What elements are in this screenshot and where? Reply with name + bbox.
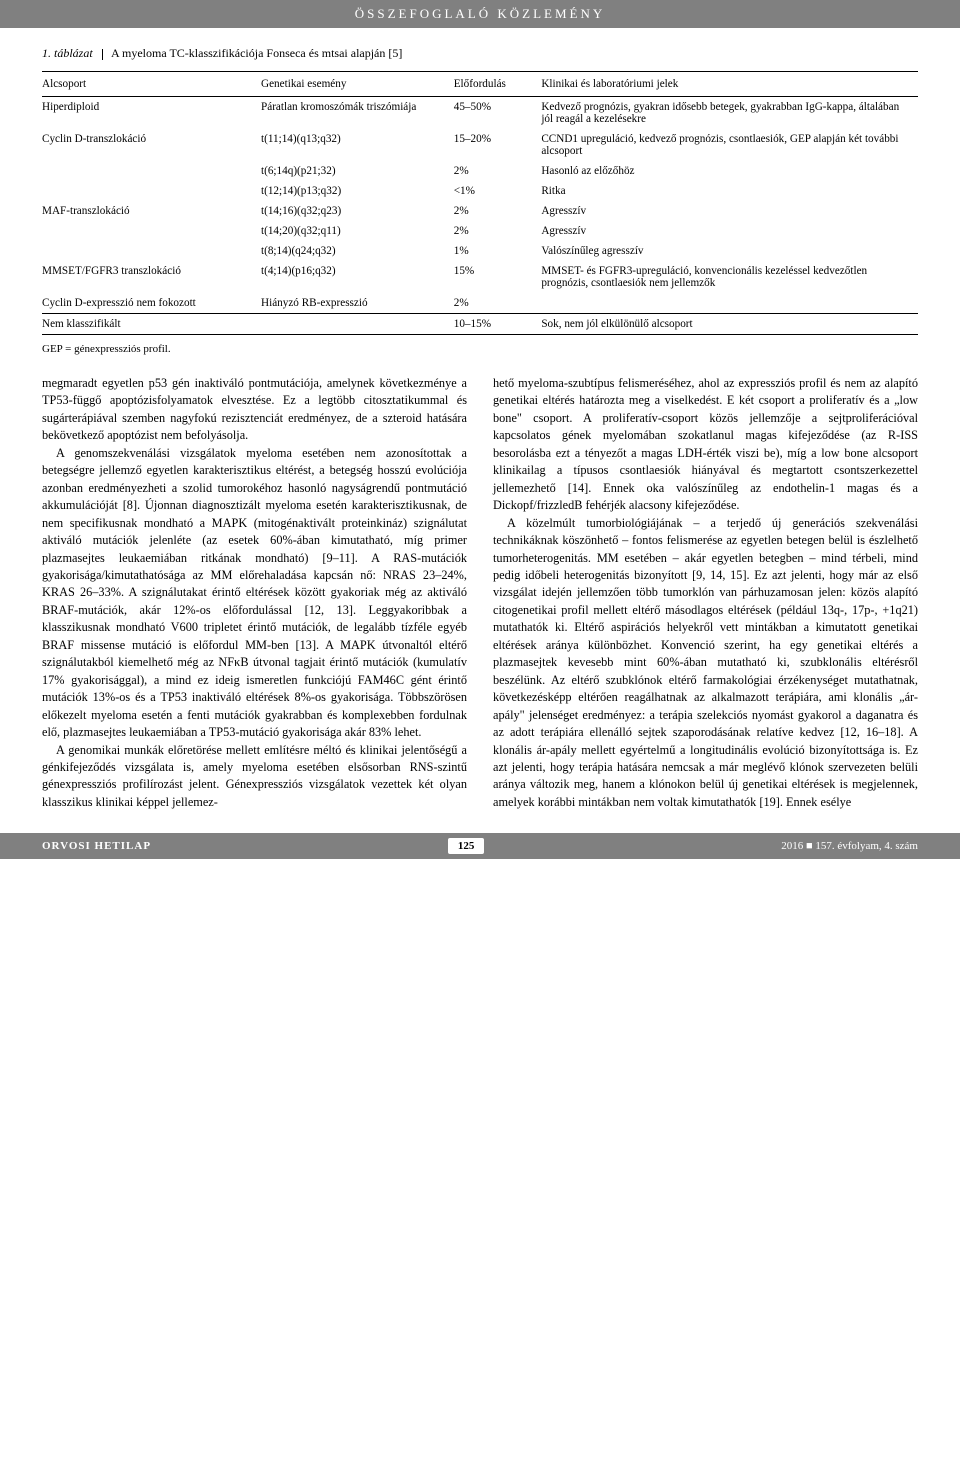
- cell: t(14;16)(q32;q23): [261, 201, 454, 221]
- th-clinical: Klinikai és laboratóriumi jelek: [541, 72, 918, 97]
- cell: [261, 314, 454, 335]
- paragraph: hető myeloma-szubtípus felismeréséhez, a…: [493, 375, 918, 515]
- table-row: Cyclin D-transzlokáció t(11;14)(q13;q32)…: [42, 129, 918, 161]
- table-label: 1. táblázat: [42, 46, 93, 60]
- journal-name: ORVOSI HETILAP: [0, 840, 151, 852]
- cell: 15–20%: [454, 129, 542, 161]
- table-row: Nem klasszifikált 10–15% Sok, nem jól el…: [42, 314, 918, 335]
- cell: 2%: [454, 201, 542, 221]
- cell: 2%: [454, 293, 542, 314]
- table-row: t(14;20)(q32;q11) 2% Agresszív: [42, 221, 918, 241]
- cell: CCND1 upreguláció, kedvező prognózis, cs…: [541, 129, 918, 161]
- cell: t(6;14q)(p21;32): [261, 161, 454, 181]
- paragraph: A genomikai munkák előretörése mellett e…: [42, 742, 467, 812]
- issue-info: 2016 ■ 157. évfolyam, 4. szám: [781, 840, 960, 852]
- cell: MMSET- és FGFR3-upreguláció, konvencioná…: [541, 261, 918, 293]
- table-row: t(12;14)(p13;q32) <1% Ritka: [42, 181, 918, 201]
- table-header-row: Alcsoport Genetikai esemény Előfordulás …: [42, 72, 918, 97]
- cell: Agresszív: [541, 201, 918, 221]
- cell: 45–50%: [454, 97, 542, 130]
- page-content: 1. táblázat A myeloma TC-klasszifikációj…: [0, 28, 960, 811]
- cell: MAF-transzlokáció: [42, 201, 261, 221]
- cell: [541, 293, 918, 314]
- body-columns: megmaradt egyetlen p53 gén inaktiváló po…: [42, 375, 918, 811]
- cell: Hiányzó RB-expresszió: [261, 293, 454, 314]
- cell: Cyclin D-expresszió nem fokozott: [42, 293, 261, 314]
- left-column: megmaradt egyetlen p53 gén inaktiváló po…: [42, 375, 467, 811]
- cell: 2%: [454, 161, 542, 181]
- cell: Hiperdiploid: [42, 97, 261, 130]
- table-row: t(8;14)(q24;q32) 1% Valószínűleg agressz…: [42, 241, 918, 261]
- cell: Agresszív: [541, 221, 918, 241]
- paragraph: megmaradt egyetlen p53 gén inaktiváló po…: [42, 375, 467, 445]
- section-banner: ÖSSZEFOGLALÓ KÖZLEMÉNY: [0, 0, 960, 28]
- classification-table: Alcsoport Genetikai esemény Előfordulás …: [42, 71, 918, 335]
- cell: Páratlan kromoszómák triszómiája: [261, 97, 454, 130]
- right-column: hető myeloma-szubtípus felismeréséhez, a…: [493, 375, 918, 811]
- cell: 1%: [454, 241, 542, 261]
- cell: 2%: [454, 221, 542, 241]
- table-row: t(6;14q)(p21;32) 2% Hasonló az előzőhöz: [42, 161, 918, 181]
- th-subgroup: Alcsoport: [42, 72, 261, 97]
- cell: Ritka: [541, 181, 918, 201]
- cell: Kedvező prognózis, gyakran idősebb beteg…: [541, 97, 918, 130]
- table-row: MMSET/FGFR3 transzlokáció t(4;14)(p16;q3…: [42, 261, 918, 293]
- cell: [42, 161, 261, 181]
- cell: t(4;14)(p16;q32): [261, 261, 454, 293]
- cell: 15%: [454, 261, 542, 293]
- cell: MMSET/FGFR3 transzlokáció: [42, 261, 261, 293]
- cell: Sok, nem jól elkülönülő alcsoport: [541, 314, 918, 335]
- page-footer: ORVOSI HETILAP 125 2016 ■ 157. évfolyam,…: [0, 833, 960, 859]
- paragraph: A genomszekvenálási vizsgálatok myeloma …: [42, 445, 467, 742]
- th-event: Genetikai esemény: [261, 72, 454, 97]
- paragraph: A közelmúlt tumorbiológiájának – a terje…: [493, 515, 918, 812]
- cell: [42, 241, 261, 261]
- page-number-wrap: 125: [151, 838, 781, 854]
- table-row: MAF-transzlokáció t(14;16)(q32;q23) 2% A…: [42, 201, 918, 221]
- table-caption-text: A myeloma TC-klasszifikációja Fonseca és…: [111, 46, 402, 60]
- cell: t(14;20)(q32;q11): [261, 221, 454, 241]
- th-freq: Előfordulás: [454, 72, 542, 97]
- cell: Hasonló az előzőhöz: [541, 161, 918, 181]
- table-row: Cyclin D-expresszió nem fokozott Hiányzó…: [42, 293, 918, 314]
- cell: t(11;14)(q13;q32): [261, 129, 454, 161]
- page-number: 125: [448, 838, 485, 854]
- table-footnote: GEP = génexpressziós profil.: [42, 343, 918, 355]
- cell: 10–15%: [454, 314, 542, 335]
- caption-separator: [102, 49, 103, 60]
- table-caption: 1. táblázat A myeloma TC-klasszifikációj…: [42, 46, 918, 61]
- cell: <1%: [454, 181, 542, 201]
- cell: Cyclin D-transzlokáció: [42, 129, 261, 161]
- cell: t(12;14)(p13;q32): [261, 181, 454, 201]
- cell: Valószínűleg agresszív: [541, 241, 918, 261]
- cell: t(8;14)(q24;q32): [261, 241, 454, 261]
- table-row: Hiperdiploid Páratlan kromoszómák triszó…: [42, 97, 918, 130]
- cell: [42, 181, 261, 201]
- cell: Nem klasszifikált: [42, 314, 261, 335]
- cell: [42, 221, 261, 241]
